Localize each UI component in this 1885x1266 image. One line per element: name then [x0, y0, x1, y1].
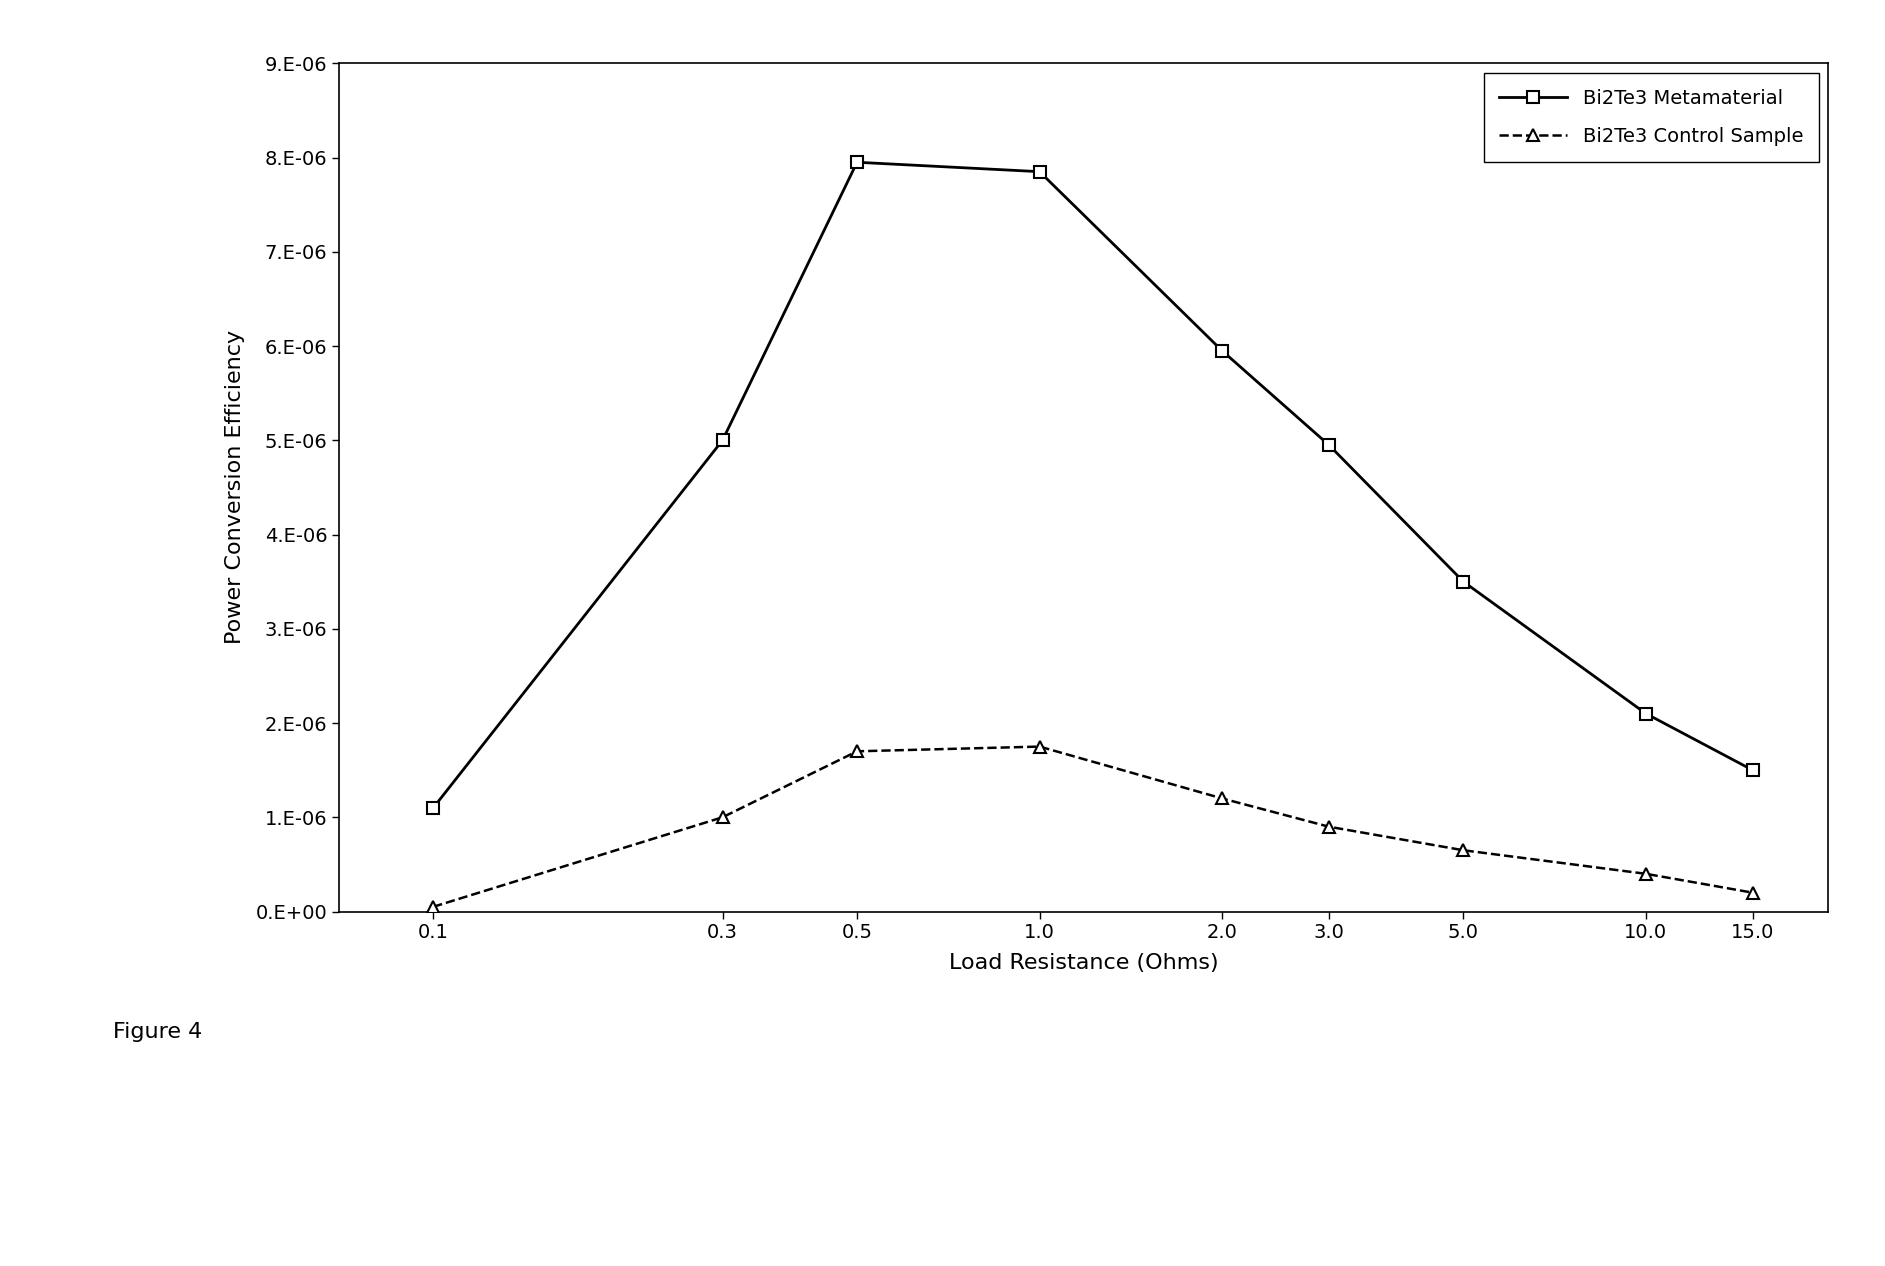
Line: Bi2Te3 Metamaterial: Bi2Te3 Metamaterial — [428, 157, 1759, 813]
Bi2Te3 Control Sample — [1210, 791, 1233, 806]
Text: Figure 4: Figure 4 — [113, 1022, 202, 1042]
Bi2Te3 Metamaterial — [422, 800, 445, 815]
X-axis label: Load Resistance (Ohms): Load Resistance (Ohms) — [948, 953, 1220, 974]
Bi2Te3 Control Sample — [1027, 739, 1050, 755]
Bi2Te3 Metamaterial — [1027, 165, 1050, 180]
Bi2Te3 Metamaterial — [1634, 706, 1657, 722]
Line: Bi2Te3 Control Sample: Bi2Te3 Control Sample — [428, 741, 1759, 913]
Bi2Te3 Metamaterial — [1318, 438, 1340, 453]
Bi2Te3 Metamaterial — [1451, 573, 1474, 589]
Y-axis label: Power Conversion Efficiency: Power Conversion Efficiency — [224, 330, 245, 644]
Legend: Bi2Te3 Metamaterial, Bi2Te3 Control Sample: Bi2Te3 Metamaterial, Bi2Te3 Control Samp… — [1483, 73, 1819, 162]
Bi2Te3 Control Sample — [1742, 885, 1764, 900]
Bi2Te3 Control Sample — [846, 743, 869, 758]
Bi2Te3 Metamaterial — [711, 433, 733, 448]
Bi2Te3 Control Sample — [422, 899, 445, 914]
Bi2Te3 Metamaterial — [846, 154, 869, 170]
Bi2Te3 Metamaterial — [1742, 762, 1764, 777]
Bi2Te3 Control Sample — [711, 810, 733, 825]
Bi2Te3 Control Sample — [1634, 866, 1657, 881]
Bi2Te3 Metamaterial — [1210, 343, 1233, 358]
Bi2Te3 Control Sample — [1318, 819, 1340, 834]
Bi2Te3 Control Sample — [1451, 843, 1474, 858]
